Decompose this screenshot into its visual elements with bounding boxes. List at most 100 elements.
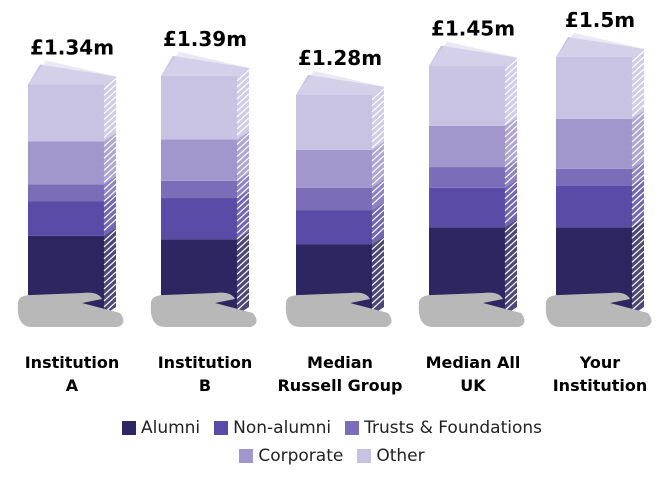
sheet-edge — [504, 143, 518, 156]
sheet-edge — [236, 123, 250, 136]
sheet-edge — [103, 120, 117, 132]
sheet-edge — [631, 62, 645, 75]
sheet-edge — [236, 286, 250, 299]
segment-side — [237, 172, 249, 199]
sheet-edge — [371, 286, 385, 298]
sheet-edge — [631, 174, 645, 187]
sheet-edge — [631, 292, 645, 305]
segment-front — [429, 167, 505, 188]
sheet-edge — [371, 100, 385, 113]
segment — [296, 202, 385, 245]
sheet-edge — [371, 94, 385, 107]
segment — [556, 160, 645, 187]
sheet-edge — [236, 105, 250, 118]
segment-side — [632, 219, 644, 315]
sheet-edge — [504, 286, 518, 299]
segment-front — [161, 180, 237, 199]
stack-top — [429, 41, 517, 66]
sheet-edge — [631, 162, 645, 175]
segment-side — [505, 179, 517, 228]
x-tick-label: Institution — [158, 353, 253, 372]
sheet-edge — [504, 71, 518, 84]
sheet-edge — [504, 107, 518, 120]
sheet-edge — [236, 250, 250, 263]
sheet-edge — [103, 247, 117, 260]
sheet-edge — [236, 99, 250, 112]
legend-row: Corporate Other — [0, 446, 664, 466]
sheet-edge — [103, 126, 117, 138]
segment — [296, 86, 385, 150]
sheet-edge — [504, 280, 518, 293]
sheet-edge — [103, 259, 117, 272]
sheet-edge — [631, 262, 645, 275]
sheet-edge — [236, 180, 250, 193]
sheet-edge — [504, 95, 518, 108]
sheet-edge — [371, 256, 385, 268]
sheet-edge — [504, 292, 518, 305]
sheet-edge — [236, 117, 250, 130]
sheet-edge — [371, 221, 385, 234]
segment — [28, 76, 117, 142]
sheet-edge — [371, 161, 385, 174]
hand — [17, 292, 124, 327]
sheet-edge — [631, 203, 645, 216]
sheet-edge — [631, 226, 645, 239]
sheet-edge — [631, 274, 645, 287]
sheet-edge — [371, 124, 385, 137]
sheet-edge — [504, 238, 518, 251]
segment — [28, 133, 117, 185]
sheet-edge — [103, 78, 117, 90]
sheet-edge — [236, 191, 250, 204]
sheet-edge — [631, 148, 645, 161]
sheet-edge — [631, 250, 645, 263]
sheet-edge — [103, 170, 117, 183]
segment — [296, 141, 385, 188]
legend-item: Alumni — [121, 418, 200, 438]
segment — [161, 131, 250, 182]
sheet-edge — [631, 118, 645, 131]
sheet-edge — [631, 268, 645, 281]
sheet-edge — [236, 238, 250, 251]
sheet-edge — [631, 136, 645, 149]
sheet-edge — [371, 274, 385, 286]
sheet-edge — [103, 102, 117, 114]
sheet-edge — [631, 179, 645, 192]
sheet-edge — [371, 106, 385, 119]
sheet-edge — [504, 59, 518, 72]
segment-front — [28, 184, 104, 202]
sheet-edge — [103, 253, 117, 266]
sheet-edge — [371, 143, 385, 156]
segment-side — [237, 131, 249, 181]
sheet-edge — [631, 68, 645, 81]
sheet-edge — [236, 163, 250, 176]
legend-label: Other — [376, 446, 425, 466]
sheet-edge — [103, 235, 117, 248]
sheet-edge — [236, 221, 250, 234]
sheet-edge — [236, 139, 250, 152]
sheet-edge — [631, 256, 645, 269]
sheet-edge — [103, 229, 117, 242]
sheet-edge — [103, 114, 117, 126]
sheet-edge — [103, 140, 117, 153]
segment-front — [556, 168, 632, 186]
sheet-edge — [103, 96, 117, 108]
legend-row: Alumni Non-alumni Trusts & Foundations — [0, 418, 664, 438]
sheet-edge — [504, 262, 518, 275]
segment-front — [429, 65, 505, 126]
legend-swatch — [357, 449, 372, 463]
sheet-edge — [236, 186, 250, 199]
sheet-edge — [103, 108, 117, 120]
total-label: £1.5m — [565, 8, 635, 32]
segment — [28, 193, 117, 236]
sheet-edge — [103, 277, 117, 290]
sheet-edge — [504, 160, 518, 173]
segment-side — [237, 231, 249, 315]
sheet-edge — [236, 197, 250, 210]
sheet-edge — [371, 136, 385, 149]
segment-front — [556, 186, 632, 228]
segment-side — [237, 190, 249, 240]
segment-front — [296, 210, 372, 245]
sheet-edge — [236, 87, 250, 100]
sheet-edge — [504, 101, 518, 114]
sheet-edge — [371, 112, 385, 125]
